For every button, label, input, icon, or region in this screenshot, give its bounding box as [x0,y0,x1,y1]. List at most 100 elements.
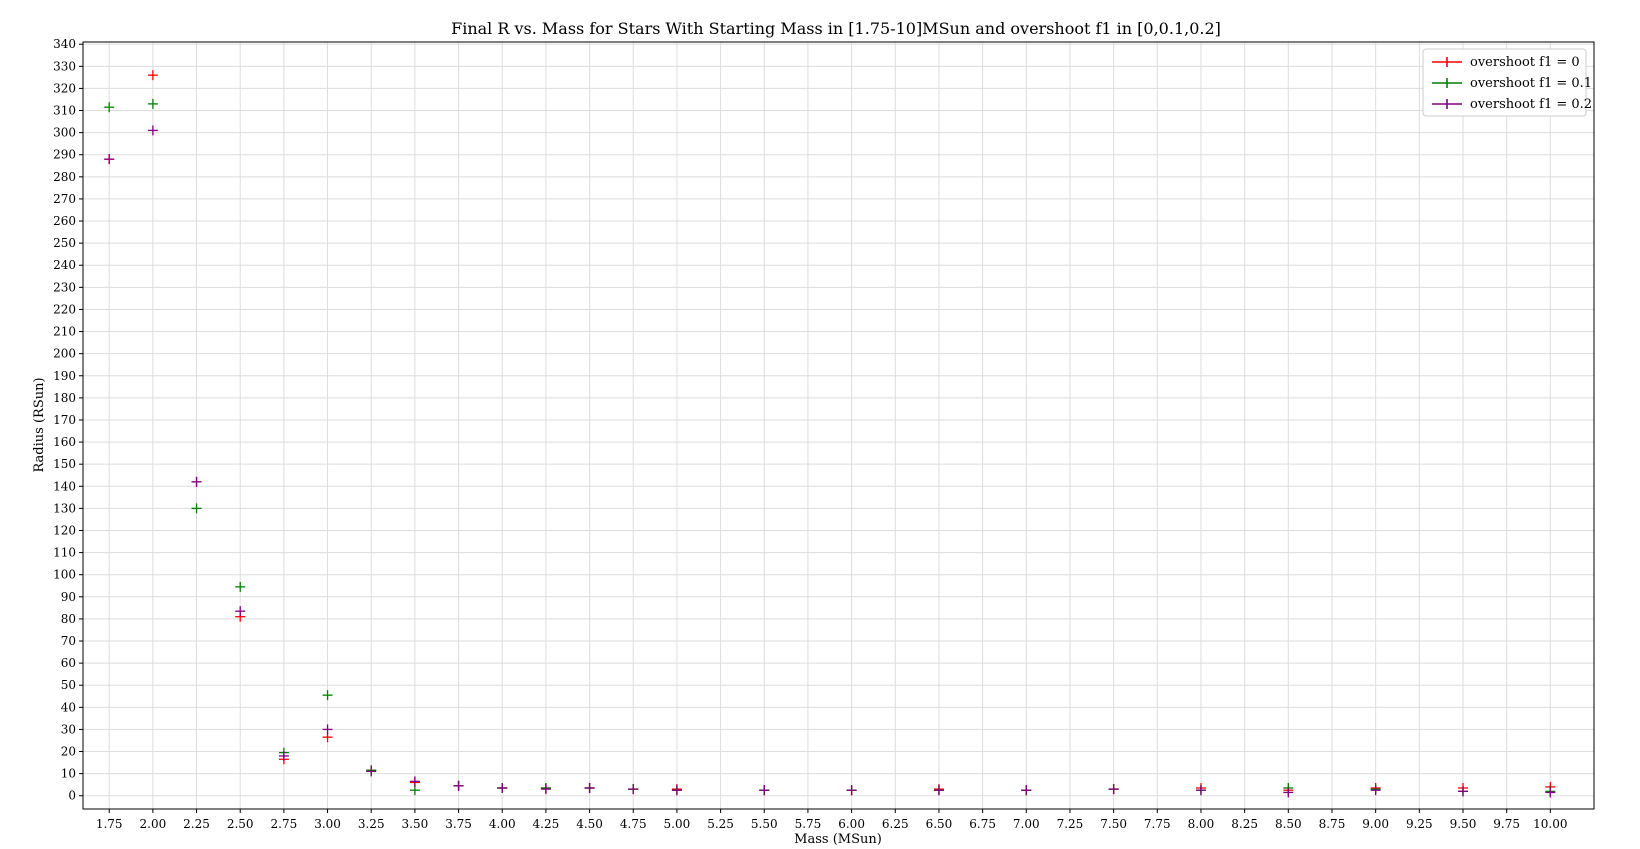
y-tick-label: 40 [61,700,76,714]
x-tick-label: 7.00 [1013,817,1040,831]
y-tick-label: 330 [53,59,76,73]
data-point [540,784,551,795]
y-tick-label: 120 [53,523,76,537]
y-tick-label: 110 [53,546,76,560]
data-point [104,154,115,165]
x-tick-label: 4.50 [576,817,603,831]
y-tick-label: 80 [61,612,76,626]
legend-entry: overshoot f1 = 0.2 [1432,97,1592,112]
data-point [409,776,420,787]
x-tick-label: 4.75 [620,817,647,831]
y-tick-label: 210 [53,325,76,339]
data-point [104,102,115,113]
data-point [759,785,770,796]
y-tick-label: 220 [53,302,76,316]
x-tick-label: 9.00 [1362,817,1389,831]
y-tick-label: 130 [53,501,76,515]
legend-items: overshoot f1 = 0 overshoot f1 = 0.1 oversh… [1432,55,1592,112]
x-tick-label: 6.75 [969,817,996,831]
series-overshoot-f1-0-2 [104,125,1556,798]
data-point [1283,787,1294,798]
data-point [147,70,158,81]
y-tick-label: 290 [53,148,76,162]
x-tick-label: 9.75 [1493,817,1520,831]
x-tick-label: 6.25 [882,817,909,831]
y-tick-label: 30 [61,722,76,736]
y-tick-label: 240 [53,258,76,272]
y-tick-label: 250 [53,236,76,250]
data-point [322,690,333,701]
x-tick-label: 7.75 [1144,817,1171,831]
data-point [278,750,289,761]
y-tick-label: 160 [53,435,76,449]
data-point [366,766,377,777]
y-tick-label: 20 [61,745,76,759]
y-tick-label: 230 [53,280,76,294]
x-tick-label: 5.25 [707,817,734,831]
x-tick-label: 10.00 [1533,817,1567,831]
y-tick-label: 310 [53,104,76,118]
legend-label: overshoot f1 = 0 [1470,55,1580,70]
x-tick-label: 5.75 [795,817,822,831]
x-tick-label: 7.25 [1057,817,1084,831]
y-tick-label: 150 [53,457,76,471]
y-tick-label: 190 [53,369,76,383]
plot-frame [82,41,1595,810]
y-tick-label: 260 [53,214,76,228]
x-tick-label: 2.50 [227,817,254,831]
data-point [409,785,420,796]
y-tick-label: 270 [53,192,76,206]
data-points [104,70,1556,798]
y-tick-label: 10 [61,767,76,781]
x-tick-label: 2.75 [271,817,298,831]
y-axis-label: Radius (RSun) [32,377,47,472]
legend-box [1422,48,1587,117]
chart-title: Final R vs. Mass for Stars With Starting… [451,19,1221,38]
data-point [628,784,639,795]
data-point [1195,785,1206,796]
y-tick-label: 70 [61,634,76,648]
x-tick-label: 3.75 [445,817,472,831]
x-tick-label: 7.50 [1100,817,1127,831]
data-point [933,785,944,796]
y-tick-label: 0 [68,789,76,803]
x-tick-label: 9.25 [1406,817,1433,831]
series-overshoot-f1-0-1 [104,98,1556,797]
x-tick-label: 2.00 [140,817,167,831]
legend-label: overshoot f1 = 0.1 [1470,76,1592,91]
data-point [322,724,333,735]
data-point [453,780,464,791]
y-tick-label: 180 [53,391,76,405]
data-point [147,125,158,136]
y-tick-label: 340 [53,37,76,51]
x-tick-label: 2.25 [183,817,210,831]
y-tick-label: 280 [53,170,76,184]
y-tick-label: 170 [53,413,76,427]
y-tick-label: 200 [53,347,76,361]
data-point [235,606,246,617]
data-point [1370,785,1381,796]
x-tick-label: 6.00 [838,817,865,831]
legend-entry: overshoot f1 = 0.1 [1432,76,1592,91]
x-tick-label: 6.50 [926,817,953,831]
x-tick-label: 3.00 [314,817,341,831]
y-tick-label: 60 [61,656,76,670]
legend-label: overshoot f1 = 0.2 [1470,97,1592,112]
y-tick-label: 140 [53,479,76,493]
x-axis-label: Mass (MSun) [794,832,882,847]
x-tick-label: 9.50 [1450,817,1477,831]
x-tick-label: 5.50 [751,817,778,831]
data-point [846,785,857,796]
data-point [1108,784,1119,795]
x-tick-label: 8.75 [1319,817,1346,831]
data-point [584,783,595,794]
y-tick-label: 320 [53,81,76,95]
x-tick-label: 4.00 [489,817,516,831]
data-point [1021,785,1032,796]
y-tick-label: 300 [53,126,76,140]
x-tick-label: 5.00 [664,817,691,831]
x-tick-label: 3.50 [402,817,429,831]
x-tick-label: 3.25 [358,817,385,831]
legend-entry: overshoot f1 = 0 [1432,55,1580,70]
